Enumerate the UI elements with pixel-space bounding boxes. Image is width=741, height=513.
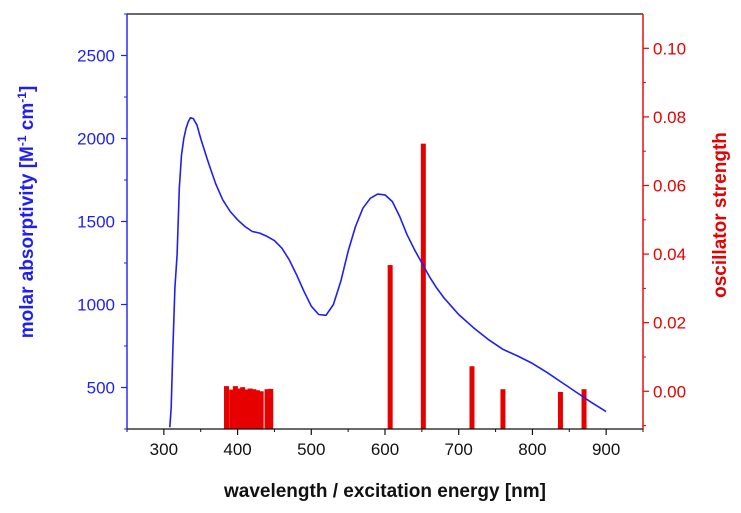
y-tick-label: 2500	[77, 47, 115, 66]
oscillator-stick	[420, 143, 426, 429]
x-tick-label: 400	[223, 440, 251, 459]
oscillator-stick	[387, 265, 393, 429]
oscillator-stick	[557, 391, 563, 429]
oscillator-stick	[264, 389, 270, 429]
oscillator-stick	[251, 389, 257, 429]
oscillator-stick	[268, 388, 274, 429]
x-tick-label: 700	[445, 440, 473, 459]
oscillator-stick	[229, 389, 235, 429]
y-tick-label: 2000	[77, 130, 115, 149]
y-tick-label: 1500	[77, 213, 115, 232]
y-axis-title-end: ]	[17, 86, 38, 92]
oscillator-stick	[581, 389, 587, 429]
y2-tick-label: 0.10	[653, 39, 686, 58]
y2-tick-label: 0.08	[653, 108, 686, 127]
y-tick-label: 500	[87, 379, 115, 398]
x-axis-title: wavelength / excitation energy [nm]	[223, 481, 546, 502]
plot-layer	[169, 117, 607, 429]
x-tick-label: 900	[592, 440, 620, 459]
oscillator-stick	[243, 389, 249, 429]
oscillator-stick	[232, 386, 238, 429]
y2-tick-label: 0.04	[653, 245, 686, 264]
oscillator-stick	[469, 366, 475, 429]
y2-tick-label: 0.02	[653, 314, 686, 333]
y-axis-title: molar absorptivity [M-1 cm-1]	[15, 86, 38, 339]
y2-tick-label: 0.06	[653, 176, 686, 195]
y-axis-title-mid: cm	[17, 103, 38, 136]
x-tick-label: 500	[297, 440, 325, 459]
x-tick-label: 800	[518, 440, 546, 459]
oscillator-stick	[236, 388, 242, 429]
label-layer: 300 400 500 600 700 800 900 500 1000 1500 2000 2500…	[77, 39, 686, 459]
oscillator-stick	[254, 390, 260, 429]
oscillator-stick	[224, 386, 230, 429]
absorptivity-line	[169, 117, 607, 428]
y-axis-title-sup1: -1	[15, 135, 29, 146]
oscillator-stick	[258, 391, 264, 429]
y-axis-title-sup2: -1	[15, 92, 29, 103]
y2-tick-label: 0.00	[653, 382, 686, 401]
axis-layer	[121, 13, 649, 435]
y2-axis-title: oscillator strength	[710, 132, 731, 298]
y-tick-label: 1000	[77, 296, 115, 315]
oscillator-stick	[247, 388, 253, 429]
x-tick-label: 600	[371, 440, 399, 459]
oscillator-stick	[500, 389, 506, 429]
x-tick-label: 300	[150, 440, 178, 459]
oscillator-stick	[240, 387, 246, 429]
y-axis-title-main: molar absorptivity [M	[17, 146, 38, 338]
